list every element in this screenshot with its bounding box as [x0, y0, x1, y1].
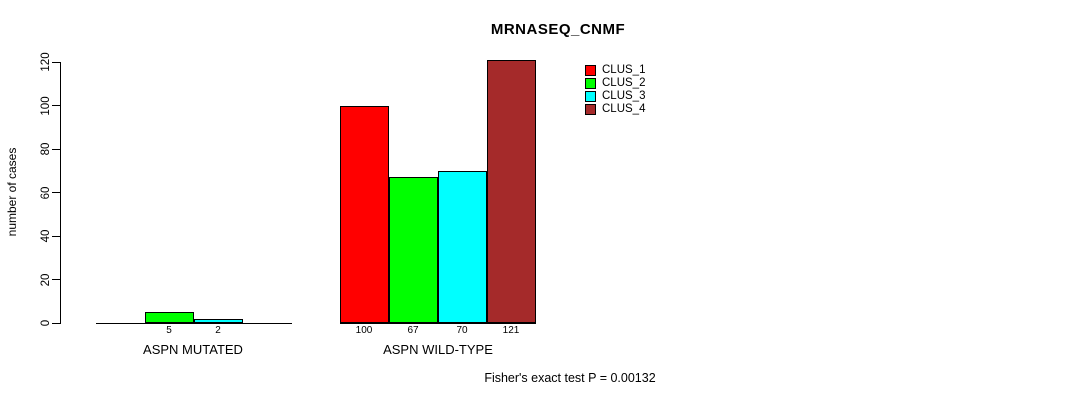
y-axis-tick-label: 80 [40, 142, 52, 156]
bar-clus_3-group0 [193, 318, 243, 323]
legend-item-clus_4: CLUS_4 [585, 103, 645, 116]
bar-value-label: 5 [166, 325, 172, 336]
bar-value-label: 70 [456, 325, 468, 336]
legend-label: CLUS_1 [602, 64, 646, 76]
legend-item-clus_1: CLUS_1 [585, 64, 645, 77]
legend-item-clus_2: CLUS_2 [585, 77, 645, 90]
y-axis-tick [52, 148, 61, 150]
y-axis-tick-label: 100 [40, 95, 52, 116]
chart-title: MRNASEQ_CNMF [490, 21, 626, 38]
bar-value-label: 100 [355, 325, 373, 336]
y-axis-tick-label: 0 [40, 319, 52, 327]
group-baseline [339, 323, 536, 324]
y-axis-tick-label: 120 [40, 52, 52, 72]
legend-swatch-clus_2 [585, 78, 596, 89]
y-axis-tick-label: 20 [40, 273, 52, 286]
y-axis-tick-label: 40 [40, 229, 52, 243]
y-axis-tick-label: 60 [40, 186, 52, 199]
legend-item-clus_3: CLUS_3 [585, 90, 645, 103]
pvalue-annotation: Fisher's exact test P = 0.00132 [484, 371, 656, 385]
legend-swatch-clus_4 [585, 104, 596, 115]
bar-clus_4-group1 [486, 59, 536, 323]
bar-clus_3-group1 [437, 170, 487, 323]
legend-label: CLUS_2 [602, 77, 646, 89]
y-axis-tick [52, 279, 61, 280]
y-axis-tick [52, 322, 61, 324]
bar-value-label: 121 [502, 325, 520, 336]
y-axis-title: number of cases [5, 147, 19, 237]
legend-swatch-clus_1 [585, 65, 596, 76]
bar-value-label: 67 [407, 325, 419, 336]
bar-clus_2-group1 [388, 177, 438, 323]
group-label-aspn-mutated: ASPN MUTATED [143, 342, 243, 357]
legend-swatch-clus_3 [585, 91, 596, 102]
bar-value-label: 2 [215, 325, 221, 336]
y-axis-line [60, 62, 61, 324]
bar-clus_2-group0 [144, 312, 194, 323]
legend: CLUS_1 CLUS_2 CLUS_3 CLUS_4 [585, 64, 645, 116]
legend-label: CLUS_4 [602, 103, 646, 115]
y-axis-tick [52, 235, 61, 237]
group-baseline [95, 323, 292, 324]
y-axis-tick [52, 61, 61, 63]
y-axis-tick [52, 192, 61, 193]
group-label-aspn-wild-type: ASPN WILD-TYPE [383, 342, 493, 357]
bar-clus_1-group1 [339, 105, 389, 323]
legend-label: CLUS_3 [602, 90, 646, 102]
y-axis-tick [52, 105, 61, 106]
